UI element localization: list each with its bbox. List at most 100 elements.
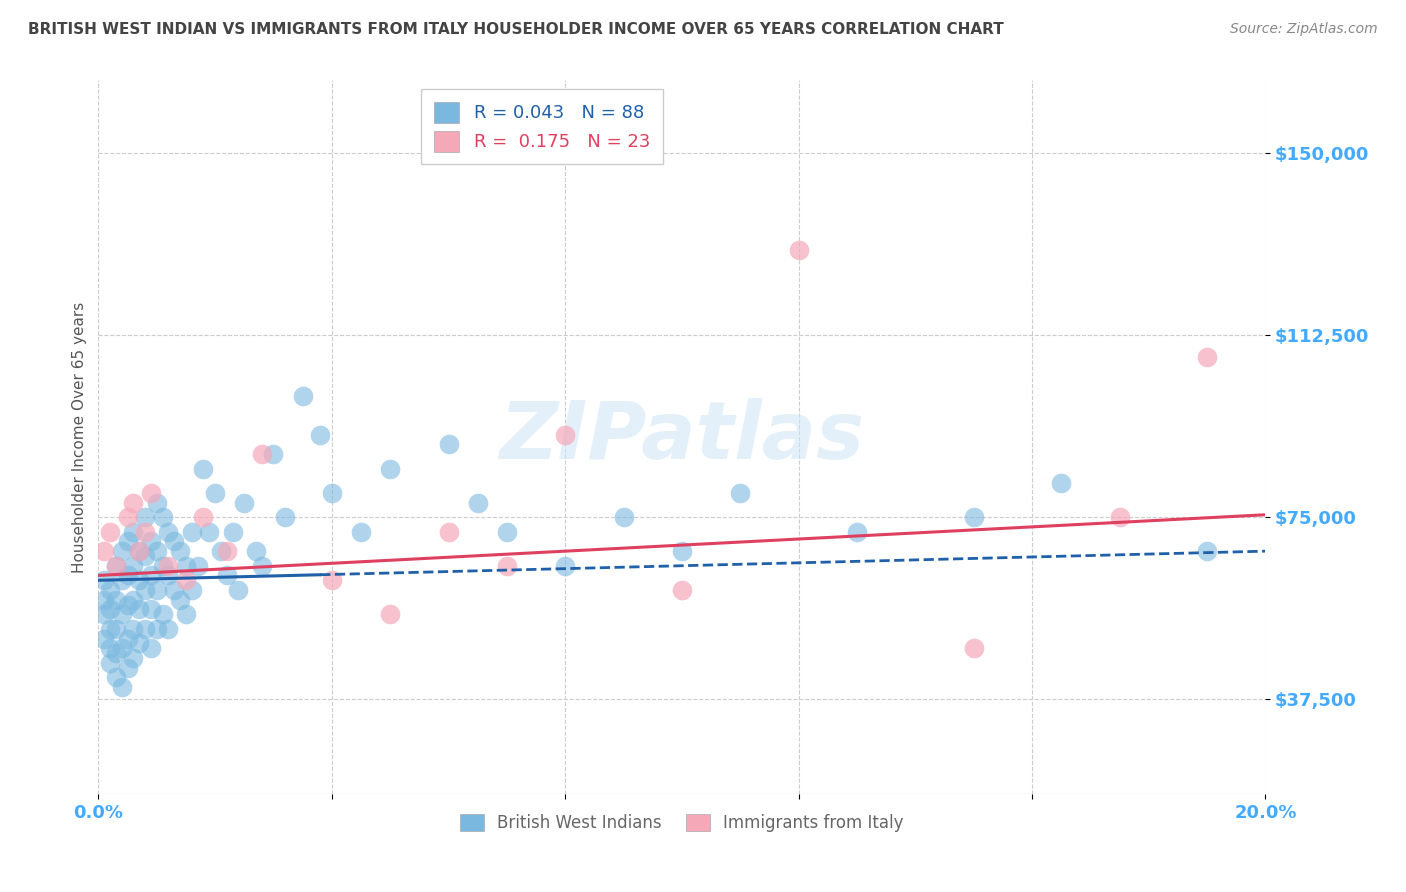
Point [671, 582, 693, 597]
Point [128, 544, 150, 558]
Point [612, 510, 634, 524]
Point [962, 510, 984, 524]
Point [146, 495, 169, 509]
Point [128, 574, 150, 588]
Point [157, 622, 180, 636]
Point [204, 486, 226, 500]
Text: BRITISH WEST INDIAN VS IMMIGRANTS FROM ITALY HOUSEHOLDER INCOME OVER 65 YEARS CO: BRITISH WEST INDIAN VS IMMIGRANTS FROM I… [28, 22, 1004, 37]
Point [139, 568, 162, 582]
Point [122, 651, 145, 665]
Point [128, 636, 150, 650]
Point [157, 558, 180, 573]
Point [139, 602, 162, 616]
Point [146, 544, 169, 558]
Point [128, 544, 150, 558]
Point [93, 607, 115, 622]
Point [309, 427, 332, 442]
Point [122, 495, 145, 509]
Text: ZIPatlas: ZIPatlas [499, 398, 865, 476]
Point [134, 582, 156, 597]
Y-axis label: Householder Income Over 65 years: Householder Income Over 65 years [72, 301, 87, 573]
Point [1195, 544, 1218, 558]
Point [139, 486, 162, 500]
Legend: British West Indians, Immigrants from Italy: British West Indians, Immigrants from It… [454, 807, 910, 839]
Point [169, 544, 191, 558]
Point [380, 607, 402, 622]
Point [496, 524, 519, 539]
Point [98, 602, 121, 616]
Point [93, 592, 115, 607]
Point [380, 461, 402, 475]
Point [104, 622, 127, 636]
Point [321, 486, 343, 500]
Point [163, 582, 186, 597]
Point [111, 607, 134, 622]
Point [111, 680, 134, 694]
Point [321, 574, 343, 588]
Point [467, 495, 489, 509]
Point [1050, 476, 1073, 491]
Point [134, 510, 156, 524]
Point [174, 558, 197, 573]
Text: Source: ZipAtlas.com: Source: ZipAtlas.com [1230, 22, 1378, 37]
Point [233, 495, 256, 509]
Point [496, 558, 519, 573]
Point [730, 486, 752, 500]
Point [1108, 510, 1130, 524]
Point [98, 622, 121, 636]
Point [98, 656, 121, 670]
Point [554, 427, 576, 442]
Point [122, 558, 145, 573]
Point [152, 607, 174, 622]
Point [180, 524, 202, 539]
Point [163, 534, 186, 549]
Point [193, 461, 215, 475]
Point [122, 622, 145, 636]
Point [134, 549, 156, 563]
Point [215, 544, 238, 558]
Point [174, 607, 197, 622]
Point [245, 544, 267, 558]
Point [437, 437, 460, 451]
Point [350, 524, 373, 539]
Point [111, 544, 134, 558]
Point [139, 534, 162, 549]
Point [437, 524, 460, 539]
Point [117, 632, 139, 646]
Point [274, 510, 297, 524]
Point [122, 592, 145, 607]
Point [98, 641, 121, 656]
Point [221, 524, 243, 539]
Point [962, 641, 984, 656]
Point [846, 524, 869, 539]
Point [117, 510, 139, 524]
Point [117, 534, 139, 549]
Point [122, 524, 145, 539]
Point [104, 670, 127, 684]
Point [1195, 350, 1218, 364]
Point [262, 447, 284, 461]
Point [146, 582, 169, 597]
Point [228, 582, 250, 597]
Point [93, 574, 115, 588]
Point [152, 558, 174, 573]
Point [98, 524, 121, 539]
Point [146, 622, 169, 636]
Point [111, 574, 134, 588]
Point [93, 632, 115, 646]
Point [291, 389, 314, 403]
Point [250, 558, 273, 573]
Point [198, 524, 221, 539]
Point [104, 646, 127, 660]
Point [117, 661, 139, 675]
Point [104, 592, 127, 607]
Point [209, 544, 232, 558]
Point [671, 544, 693, 558]
Point [787, 243, 810, 257]
Point [104, 558, 127, 573]
Point [187, 558, 209, 573]
Point [134, 524, 156, 539]
Point [554, 558, 576, 573]
Point [104, 558, 127, 573]
Point [134, 622, 156, 636]
